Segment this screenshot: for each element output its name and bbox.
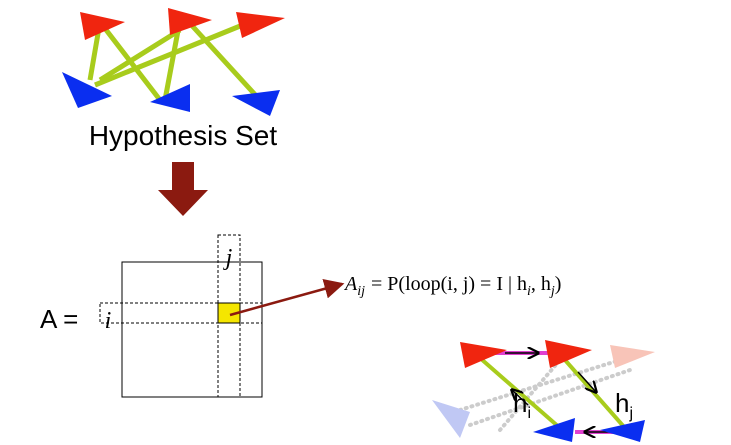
formula: Aij= P(loop(i, j) = I | hi, hj) (343, 273, 561, 299)
formula-rhs: = P(loop(i, j) = I | h (371, 273, 527, 295)
hj-label: hj (615, 388, 633, 422)
row-label: i (105, 308, 112, 334)
diagram: Hypothesis Set A = j i Aij= P(loop(i, j)… (0, 0, 731, 445)
hi-sub: i (527, 405, 531, 422)
faint-red-triangle (610, 345, 655, 368)
hypothesis-label: Hypothesis Set (89, 120, 278, 151)
formula-sub: ij (357, 284, 365, 299)
hi-label: hi (513, 388, 531, 422)
formula-lhs: A (343, 273, 358, 295)
matrix (122, 262, 262, 397)
formula-arrow (230, 284, 342, 315)
formula-mid: , h (531, 273, 551, 295)
down-arrow (158, 162, 208, 216)
hj-base: h (615, 388, 629, 418)
formula-end: ) (555, 273, 562, 295)
col-label: j (223, 245, 233, 271)
matrix-name: A = (40, 304, 78, 334)
hi-base: h (513, 388, 527, 418)
faint-blue-triangle (432, 400, 470, 438)
loop-faint (460, 360, 630, 430)
hj-sub: j (628, 405, 633, 422)
